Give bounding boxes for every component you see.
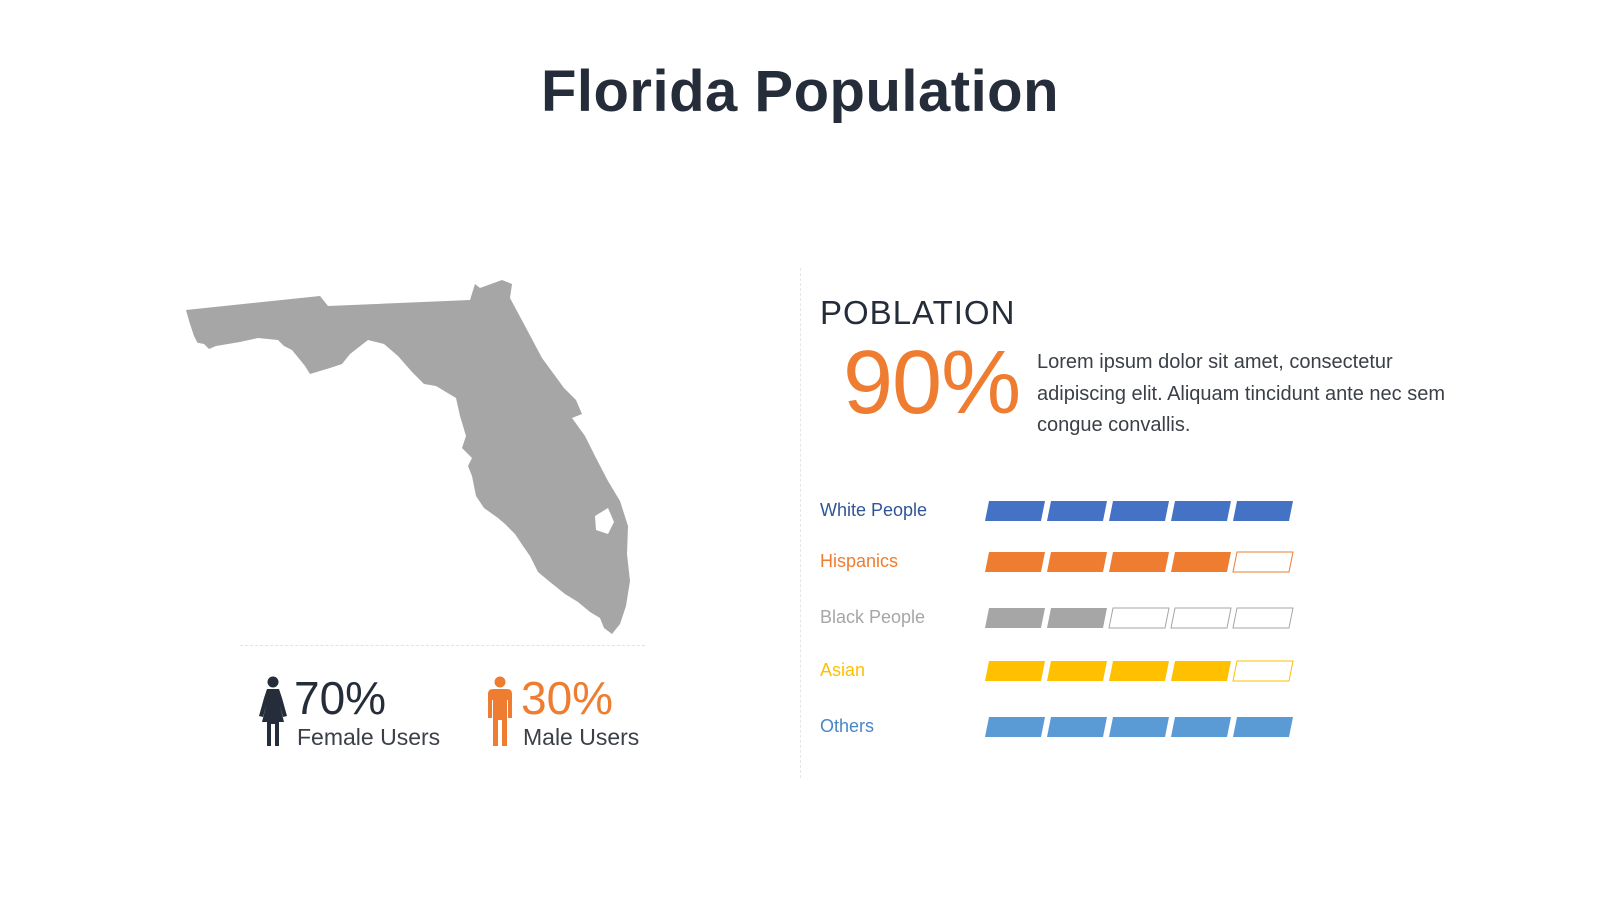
bar-segment-filled — [1109, 501, 1169, 521]
bar-segment-filled — [1233, 501, 1293, 521]
bar-segment-empty — [1170, 607, 1232, 629]
bar-segment-filled — [985, 608, 1045, 628]
female-person-icon — [259, 676, 287, 746]
female-label: Female Users — [297, 724, 441, 750]
bar-segment-filled — [985, 661, 1045, 681]
bar-segment-filled — [1171, 501, 1231, 521]
group-bar — [985, 501, 1293, 521]
bar-segment-filled — [985, 717, 1045, 737]
column-divider — [800, 268, 801, 778]
group-bar — [985, 717, 1293, 737]
group-bar — [985, 660, 1294, 682]
male-person-icon — [488, 676, 512, 746]
group-label: Others — [820, 716, 875, 736]
florida-map-icon — [186, 280, 630, 634]
map-divider — [240, 645, 645, 646]
bar-segment-filled — [1109, 552, 1169, 572]
bar-segment-filled — [985, 501, 1045, 521]
male-percent: 30% — [521, 672, 614, 724]
bar-segment-empty — [1108, 607, 1170, 629]
florida-map — [180, 276, 650, 644]
bar-segment-empty — [1232, 551, 1294, 573]
bar-segment-filled — [1047, 552, 1107, 572]
group-bar — [985, 551, 1294, 573]
male-label: Male Users — [523, 724, 640, 750]
population-heading: POBLATION — [820, 294, 1016, 331]
bar-segment-filled — [1171, 661, 1231, 681]
population-percent: 90% — [843, 333, 1021, 433]
bar-segment-filled — [1171, 717, 1231, 737]
group-bar — [985, 607, 1294, 629]
bar-segment-filled — [1171, 552, 1231, 572]
page-title: Florida Population — [540, 59, 1060, 124]
bar-segment-filled — [1047, 608, 1107, 628]
bar-segment-empty — [1232, 607, 1294, 629]
group-label: Asian — [820, 660, 866, 680]
female-percent: 70% — [294, 672, 387, 724]
bar-segment-filled — [1047, 717, 1107, 737]
bar-segment-filled — [985, 552, 1045, 572]
bar-segment-filled — [1109, 661, 1169, 681]
bar-segment-filled — [1047, 501, 1107, 521]
bar-segment-filled — [1233, 717, 1293, 737]
bar-segment-filled — [1047, 661, 1107, 681]
group-label: White People — [820, 500, 928, 520]
group-label: Hispanics — [820, 551, 899, 571]
population-description: Lorem ipsum dolor sit amet, consectetur … — [1037, 351, 1446, 436]
bar-segment-filled — [1109, 717, 1169, 737]
group-label: Black People — [820, 607, 926, 627]
bar-segment-empty — [1232, 660, 1294, 682]
